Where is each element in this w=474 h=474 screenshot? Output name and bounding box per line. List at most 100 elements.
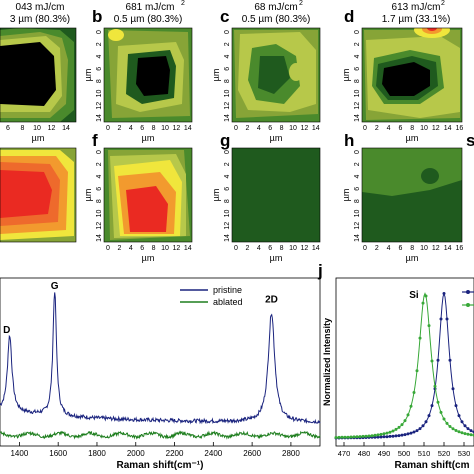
si-series-point (379, 435, 383, 439)
si-series-point (460, 431, 464, 435)
si-series-point (463, 424, 467, 428)
x-tick-label: 10 (420, 245, 428, 252)
si-series-point (457, 414, 461, 418)
legend-marker-green (466, 303, 470, 307)
si-series-point (451, 387, 455, 391)
si-series-point (349, 435, 353, 439)
y-tick-label: 2 (224, 162, 231, 166)
y-tick-label: 8 (224, 79, 231, 83)
si-series-point (454, 429, 458, 432)
si-series-point (421, 424, 425, 428)
superscript: 2 (441, 0, 445, 7)
x-tick-label: 14 (184, 125, 192, 132)
si-series-point (430, 404, 434, 408)
si-series-point (397, 425, 401, 429)
y-tick-label: 10 (354, 209, 361, 217)
y-tick-label: 8 (354, 199, 361, 203)
si-series-point (406, 432, 410, 436)
panel-letter: h (344, 131, 354, 150)
si-series-point (439, 410, 443, 414)
si-series-point (433, 384, 437, 388)
x-tick-label: 12 (432, 245, 440, 252)
si-series-point (424, 420, 428, 424)
y-axis-label: µm (83, 69, 93, 82)
si-series-point (361, 434, 365, 438)
x-tick-label: 2 (375, 125, 379, 132)
y-tick-label: 4 (96, 175, 103, 179)
si-series-point (385, 435, 389, 439)
si-series-point (448, 358, 452, 362)
y-tick-label: 10 (96, 209, 103, 217)
si-series-point (451, 427, 455, 431)
x-axis-label: Raman shift(cm⁻¹) (117, 460, 204, 471)
map-frame (231, 27, 321, 123)
x-tick-label: 2200 (166, 449, 184, 458)
x-tick-label: 2 (117, 125, 121, 132)
panel-letter: b (92, 7, 102, 26)
legend-label: ablated (213, 297, 243, 307)
x-tick-label: 8 (280, 245, 284, 252)
x-tick-label: 0 (106, 125, 110, 132)
y-tick-label: 10 (96, 89, 103, 97)
si-series-point (364, 434, 368, 438)
x-tick-label: 8 (152, 125, 156, 132)
y-tick-label: 10 (224, 89, 231, 97)
si-series-point (394, 427, 398, 431)
map-contour (126, 186, 168, 232)
y-tick-label: 4 (354, 55, 361, 59)
x-tick-label: 4 (387, 125, 391, 132)
x-tick-label: 8 (152, 245, 156, 252)
panel-letter: d (344, 7, 354, 26)
x-tick-label: 4 (387, 245, 391, 252)
y-tick-label: 0 (224, 30, 231, 34)
si-series-point (424, 294, 428, 298)
x-tick-label: 12 (173, 125, 181, 132)
si-series-line (336, 291, 474, 439)
x-tick-label: 1600 (49, 449, 67, 458)
y-tick-label: 0 (224, 150, 231, 154)
y-tick-label: 6 (224, 67, 231, 71)
si-series-point (376, 435, 380, 439)
map-contour (0, 42, 56, 106)
panel-letter: f (92, 131, 98, 150)
map-frame (0, 27, 77, 123)
map-frame (361, 147, 463, 243)
y-tick-label: 8 (224, 199, 231, 203)
x-tick-label: 10 (161, 245, 169, 252)
legend-marker-blue (466, 290, 470, 294)
legend: pristine ablated (180, 285, 243, 307)
y-axis-label: µm (83, 189, 93, 202)
x-tick-label: 14 (444, 245, 452, 252)
si-series-point (430, 359, 434, 363)
si-series-point (436, 400, 440, 404)
x-tick-label: 4 (257, 125, 261, 132)
y-tick-label: 8 (96, 79, 103, 83)
y-tick-label: 12 (96, 102, 103, 110)
si-series-point (412, 430, 416, 434)
x-axis-label: µm (406, 133, 419, 143)
map-contour (136, 56, 170, 96)
si-series-point (355, 435, 359, 439)
x-tick-label: 12 (432, 125, 440, 132)
peak-label-Si: Si (409, 290, 419, 301)
map-contour (382, 62, 430, 96)
x-tick-label: 0 (363, 245, 367, 252)
si-series-point (415, 429, 419, 433)
x-tick-label: 14 (312, 125, 320, 132)
y-tick-label: 6 (354, 187, 361, 191)
si-series-point (358, 435, 362, 439)
x-tick-label: 14 (62, 125, 70, 132)
x-tick-label: 6 (140, 125, 144, 132)
y-tick-label: 12 (96, 222, 103, 230)
si-series-point (376, 433, 380, 437)
x-tick-label: 8 (410, 245, 414, 252)
y-axis-label: µm (211, 189, 221, 202)
si-series-point (388, 430, 392, 434)
peak-label-2D: 2D (265, 295, 278, 306)
x-tick-label: 8 (21, 125, 25, 132)
panel-title: 681 mJ/cm (126, 2, 175, 13)
y-axis-label: µm (341, 189, 351, 202)
x-tick-label: 14 (312, 245, 320, 252)
